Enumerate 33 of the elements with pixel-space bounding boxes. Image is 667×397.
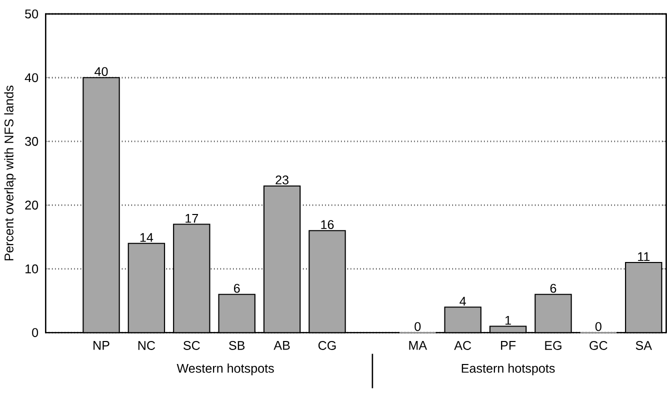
data-label: 23	[276, 175, 288, 184]
x-tick-label: SB	[229, 340, 245, 350]
x-tick-label: AC	[454, 340, 472, 350]
data-label: 0	[595, 322, 602, 331]
x-tick-label: SC	[183, 340, 200, 350]
text: Eastern hotspots	[462, 363, 555, 376]
data-label: 11	[638, 252, 650, 261]
data-label: 16	[321, 220, 334, 229]
x-tick-label: PF	[501, 340, 516, 350]
x-tick-label: CG	[318, 340, 336, 350]
y-tick-label: 0	[32, 328, 38, 337]
data-label: 14	[140, 233, 154, 242]
x-tick-label: NC	[138, 340, 156, 350]
data-label: 40	[94, 67, 108, 76]
x-tick-label: EG	[545, 340, 562, 350]
x-tick-label: AB	[274, 340, 290, 350]
y-axis-title: Percent overlap with NFS lands	[4, 86, 16, 260]
x-tick-label: MA	[409, 340, 428, 350]
data-label: 4	[460, 296, 466, 306]
x-tick-label: NP	[94, 340, 110, 350]
data-label: 0	[414, 322, 421, 331]
data-label: 6	[550, 284, 556, 293]
x-tick-label: GC	[590, 340, 608, 350]
data-label: 17	[186, 214, 198, 223]
y-tick-label: 10	[26, 264, 38, 274]
text: Western hotspots	[176, 363, 274, 376]
data-label: 6	[234, 284, 240, 293]
y-tick-label: 50	[25, 9, 38, 18]
x-tick-label: SA	[636, 340, 652, 350]
y-tick-label: 20	[25, 200, 38, 210]
y-tick-label: 30	[25, 136, 38, 146]
data-label: 1	[505, 316, 511, 325]
y-tick-label: 40	[24, 73, 38, 82]
